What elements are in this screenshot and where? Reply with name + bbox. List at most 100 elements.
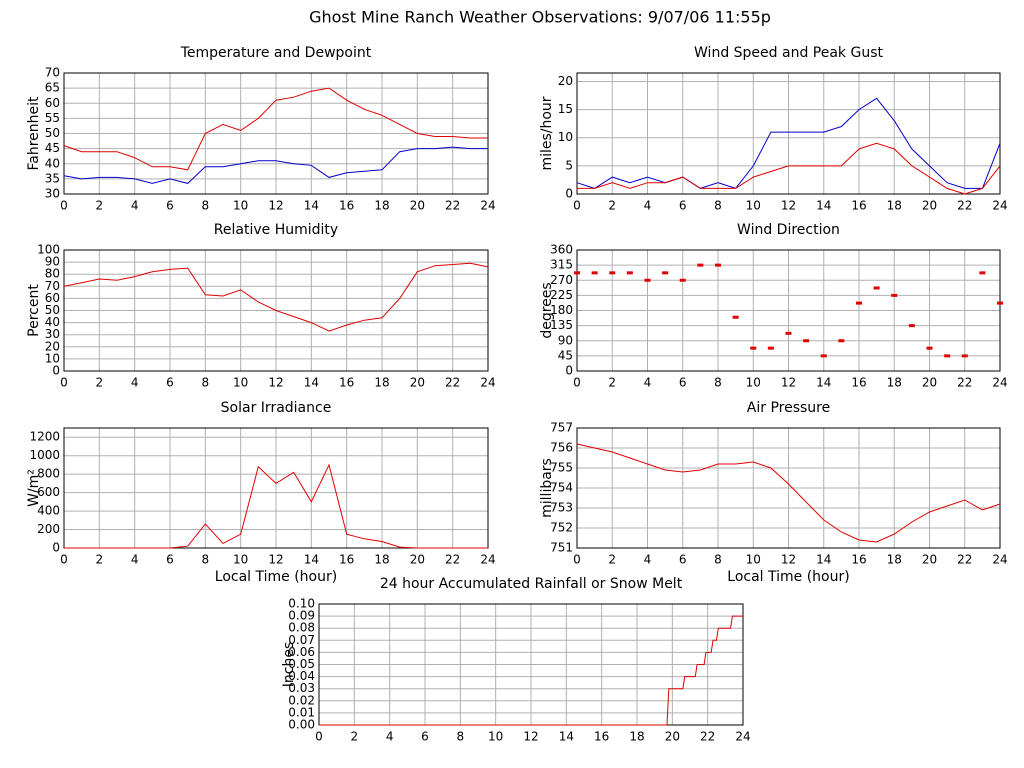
x-tick-label: 16 — [851, 376, 866, 390]
x-tick-label: 20 — [922, 553, 937, 567]
y-tick-label: 40 — [45, 315, 60, 329]
x-tick-label: 14 — [816, 553, 831, 567]
y-tick-label: 360 — [550, 243, 573, 257]
x-tick-label: 10 — [233, 376, 248, 390]
series-line — [576, 97, 1001, 189]
y-tick-label: 40 — [45, 156, 60, 170]
y-tick-label: 0.04 — [288, 669, 315, 683]
x-tick-label: 16 — [594, 730, 609, 744]
plot-frame — [63, 427, 489, 549]
x-tick-label: 6 — [679, 553, 687, 567]
y-tick-label: 80 — [45, 267, 60, 281]
x-tick-label: 20 — [922, 199, 937, 213]
x-tick-label: 0 — [60, 553, 68, 567]
x-tick-label: 0 — [315, 730, 323, 744]
x-tick-label: 18 — [629, 730, 644, 744]
y-tick-label: 315 — [550, 258, 573, 272]
x-tick-label: 12 — [781, 376, 796, 390]
y-tick-label: 0.03 — [288, 681, 315, 695]
point — [715, 263, 721, 267]
y-tick-label: 45 — [45, 141, 60, 155]
x-tick-label: 0 — [573, 553, 581, 567]
y-tick-label: 0 — [565, 187, 573, 201]
plot-frame — [576, 249, 1001, 372]
y-tick-label: 35 — [45, 171, 60, 185]
x-tick-label: 16 — [339, 376, 354, 390]
x-tick-label: 2 — [96, 553, 104, 567]
y-tick-label: 0.06 — [288, 645, 315, 659]
x-tick-label: 10 — [233, 553, 248, 567]
x-tick-label: 4 — [131, 199, 139, 213]
series-line — [319, 615, 743, 726]
y-tick-label: 757 — [550, 421, 573, 435]
y-tick-label: 90 — [45, 255, 60, 269]
x-tick-label: 6 — [166, 376, 174, 390]
point — [591, 271, 598, 275]
plot-frame — [576, 72, 1001, 195]
chart-title: 24 hour Accumulated Rainfall or Snow Mel… — [380, 576, 683, 592]
chart-title: Wind Direction — [737, 222, 840, 238]
y-tick-label: 752 — [550, 521, 573, 535]
chart-title: Solar Irradiance — [221, 400, 332, 416]
point — [926, 346, 933, 350]
point — [944, 354, 951, 358]
y-tick-label: 15 — [558, 102, 573, 116]
x-tick-label: 8 — [714, 199, 722, 213]
y-tick-label: 1200 — [29, 430, 60, 444]
x-tick-label: 24 — [480, 376, 495, 390]
y-tick-label: 90 — [558, 333, 573, 347]
y-tick-label: 60 — [45, 291, 60, 305]
y-tick-label: 70 — [45, 279, 60, 293]
y-axis-label: miles/hour — [539, 96, 555, 170]
x-tick-label: 10 — [746, 553, 761, 567]
point — [574, 271, 580, 275]
x-tick-label: 6 — [166, 553, 174, 567]
y-axis-label: degrees — [539, 282, 555, 338]
x-tick-label: 24 — [480, 553, 495, 567]
x-tick-label: 8 — [202, 553, 210, 567]
x-tick-label: 8 — [457, 730, 465, 744]
y-tick-label: 756 — [550, 441, 573, 455]
x-tick-label: 14 — [816, 376, 831, 390]
x-tick-label: 16 — [339, 199, 354, 213]
x-tick-label: 22 — [700, 730, 715, 744]
y-axis-label: Inches — [281, 642, 297, 687]
x-tick-label: 14 — [304, 376, 319, 390]
point — [873, 286, 880, 290]
x-tick-label: 24 — [480, 199, 495, 213]
point — [609, 271, 616, 275]
x-tick-label: 20 — [922, 376, 937, 390]
y-tick-label: 0.09 — [288, 609, 315, 623]
y-tick-label: 55 — [45, 111, 60, 125]
y-tick-label: 20 — [45, 339, 60, 353]
y-tick-label: 100 — [37, 243, 60, 257]
y-tick-label: 0.08 — [288, 621, 315, 635]
point — [644, 278, 651, 282]
y-axis-label: Percent — [26, 284, 42, 337]
x-tick-label: 22 — [445, 199, 460, 213]
y-tick-label: 0.05 — [288, 657, 315, 671]
y-axis-label: Fahrenheit — [26, 96, 42, 171]
x-tick-label: 10 — [746, 199, 761, 213]
series-line — [63, 87, 488, 171]
x-tick-label: 0 — [573, 376, 581, 390]
point — [732, 315, 739, 319]
y-tick-label: 1000 — [29, 448, 60, 462]
plot-frame — [63, 249, 489, 372]
y-tick-label: 754 — [550, 481, 573, 495]
x-tick-label: 8 — [202, 376, 210, 390]
y-tick-label: 225 — [550, 288, 573, 302]
x-tick-label: 16 — [851, 553, 866, 567]
x-tick-label: 4 — [386, 730, 394, 744]
point — [662, 271, 669, 275]
x-tick-label: 0 — [60, 376, 68, 390]
series-line — [63, 262, 489, 332]
x-tick-label: 6 — [166, 199, 174, 213]
x-tick-label: 18 — [374, 199, 389, 213]
x-tick-label: 4 — [131, 553, 139, 567]
point — [820, 354, 827, 358]
x-tick-label: 2 — [608, 376, 616, 390]
x-tick-label: 20 — [410, 376, 425, 390]
y-tick-label: 0.10 — [288, 597, 315, 611]
